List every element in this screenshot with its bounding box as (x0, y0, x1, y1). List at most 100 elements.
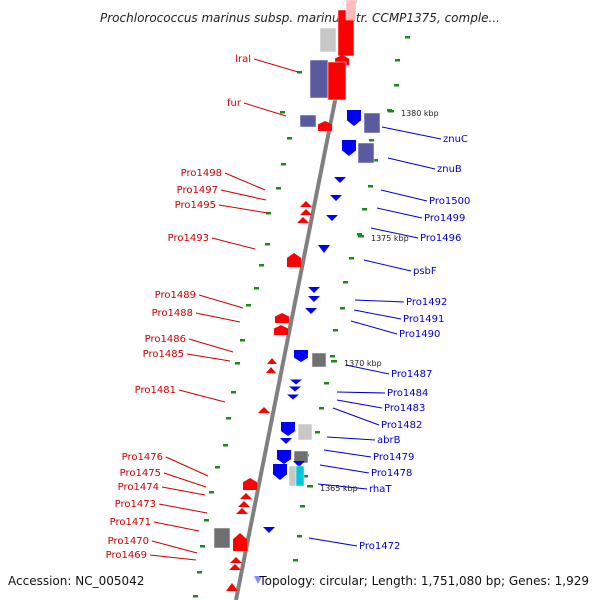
gene-label-pro1499: Pro1499 (424, 213, 465, 224)
leader-line-pro1498 (224, 172, 266, 191)
reverse-gene-arrow (263, 527, 275, 533)
tick-mark (343, 281, 348, 284)
scale-marker (307, 485, 313, 488)
gene-label-pro1489: Pro1489 (155, 290, 196, 301)
tick-mark (349, 257, 354, 260)
reverse-gene-arrow (330, 195, 342, 201)
forward-gene-arrow (229, 564, 241, 570)
leader-line-pro1479 (323, 449, 372, 458)
reverse-gene-arrow (280, 438, 292, 444)
reverse-gene-arrow (294, 350, 308, 362)
reverse-gene-arrow (273, 464, 287, 480)
tick-mark (246, 304, 251, 307)
gene-label-pro1490: Pro1490 (399, 329, 440, 340)
leader-line-pro1482 (332, 407, 380, 426)
tick-mark (373, 159, 378, 162)
gene-label-pro1484: Pro1484 (387, 388, 428, 399)
forward-gene-arrow (230, 557, 242, 563)
tick-mark (223, 444, 228, 447)
tick-mark (333, 329, 338, 332)
gene-block (295, 465, 305, 487)
gene-label-abrb: abrB (377, 435, 401, 446)
leader-line-pro1481 (178, 389, 226, 403)
gene-label-pro1478: Pro1478 (371, 468, 412, 479)
reverse-gene-arrow (293, 461, 305, 467)
gene-label-pro1475: Pro1475 (120, 468, 161, 479)
gene-label-pro1493: Pro1493 (168, 233, 209, 244)
gene-block (363, 112, 381, 134)
leader-line-pro1490 (350, 320, 398, 335)
scale-label-1380-kbp: 1380 kbp (401, 109, 439, 118)
forward-gene-arrow (297, 217, 309, 223)
forward-gene-arrow (266, 367, 276, 373)
tick-mark (319, 407, 324, 410)
forward-gene-arrow (318, 121, 332, 131)
leader-line-pro1470 (151, 540, 198, 554)
leader-line-abrb (326, 436, 376, 441)
scale-label-1370-kbp: 1370 kbp (344, 359, 382, 368)
tick-mark (280, 111, 285, 114)
topology-text: Topology: circular; Length: 1,751,080 bp… (258, 574, 589, 588)
forward-gene-arrow (226, 583, 238, 591)
leader-line-rhat (317, 483, 368, 490)
scale-marker (331, 360, 337, 363)
tick-mark (303, 475, 308, 478)
gene-label-pro1474: Pro1474 (118, 482, 159, 493)
leader-line-pro1471 (153, 521, 200, 532)
forward-gene-arrow (238, 501, 250, 507)
tick-mark (209, 491, 214, 494)
leader-line-pro1492 (354, 299, 405, 303)
leader-line-pro1499 (376, 207, 423, 219)
gene-block (319, 27, 337, 53)
forward-gene-arrow (240, 493, 252, 499)
gene-block (309, 59, 329, 99)
gene-label-pro1470: Pro1470 (108, 536, 149, 547)
gene-label-lral: lral (235, 54, 251, 65)
tick-mark (395, 59, 400, 62)
tick-mark (226, 417, 231, 420)
tick-mark (315, 431, 320, 434)
leader-line-pro1478 (319, 464, 370, 474)
tick-mark (368, 185, 373, 188)
leader-line-pro1486 (188, 338, 234, 353)
forward-gene-arrow (287, 253, 301, 267)
gene-label-pro1469: Pro1469 (106, 550, 147, 561)
gene-block (345, 0, 357, 21)
gene-label-pro1496: Pro1496 (420, 233, 461, 244)
reverse-gene-arrow (290, 379, 302, 385)
gene-label-psbf: psbF (413, 266, 437, 277)
leader-line-znub (387, 157, 436, 170)
tick-mark (235, 362, 240, 365)
leader-line-pro1493 (211, 237, 256, 250)
gene-label-pro1473: Pro1473 (115, 499, 156, 510)
reverse-gene-arrow (318, 245, 330, 253)
forward-gene-arrow (258, 407, 270, 413)
tick-mark (362, 208, 367, 211)
tick-mark (266, 212, 271, 215)
leader-line-pro1491 (353, 309, 402, 320)
leader-line-pro1474 (161, 486, 206, 496)
leader-line-psbf (363, 259, 412, 272)
gene-label-pro1482: Pro1482 (381, 420, 422, 431)
gene-label-znuc: znuC (443, 134, 468, 145)
gene-label-znub: znuB (437, 164, 462, 175)
forward-gene-arrow (267, 358, 277, 364)
tick-mark (231, 391, 236, 394)
tick-mark (215, 466, 220, 469)
tick-mark (357, 233, 362, 236)
forward-gene-arrow (236, 508, 248, 514)
gene-label-pro1485: Pro1485 (143, 349, 184, 360)
tick-mark (293, 559, 298, 562)
gene-block (357, 142, 375, 164)
leader-line-pro1485 (186, 353, 231, 362)
leader-line-lral (253, 58, 299, 73)
leader-line-pro1483 (336, 399, 383, 409)
leader-line-pro1500 (380, 189, 428, 202)
gene-label-pro1472: Pro1472 (359, 541, 400, 552)
leader-line-znuc (381, 126, 442, 140)
leader-line-pro1488 (195, 312, 241, 323)
tick-mark (369, 139, 374, 142)
reverse-gene-arrow (342, 140, 356, 156)
tick-mark (204, 519, 209, 522)
tick-mark (300, 505, 305, 508)
